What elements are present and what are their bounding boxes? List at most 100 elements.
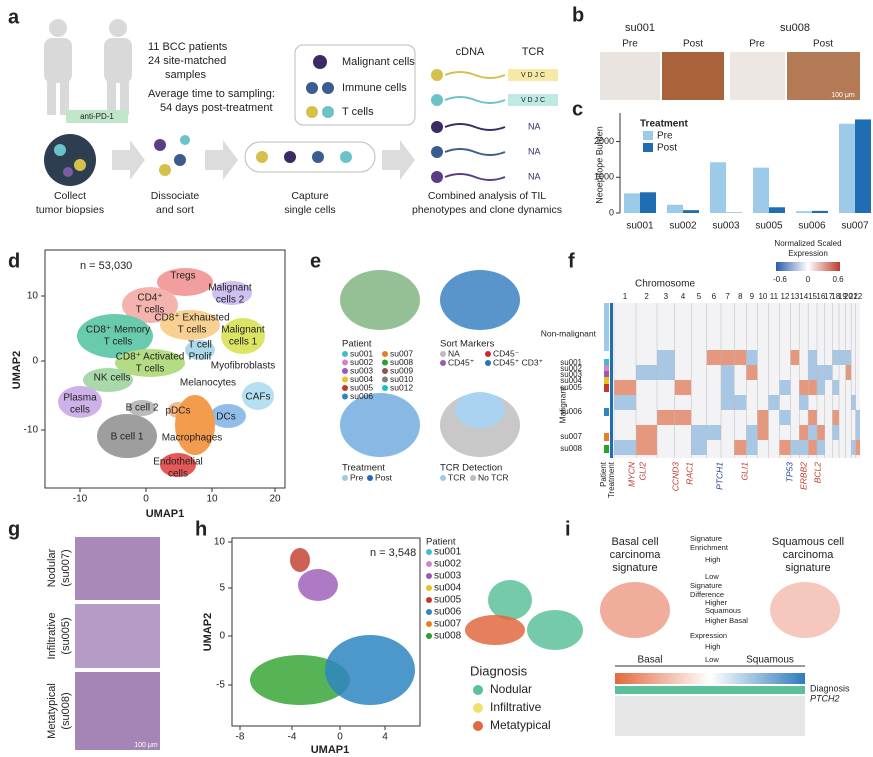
row-label: su002	[560, 364, 582, 373]
bar	[640, 192, 656, 213]
chromosome-label: 13	[790, 292, 799, 301]
cluster-label: T cell	[188, 340, 212, 351]
heat-cell	[614, 440, 637, 455]
y-tick-label: 0	[219, 631, 225, 642]
label: carcinoma	[610, 549, 662, 561]
x-tick-label: -8	[236, 732, 245, 743]
label: samples	[165, 69, 206, 81]
heat-cell	[799, 425, 809, 440]
heat-cell	[768, 395, 780, 410]
chromosome-label: 8	[738, 292, 743, 301]
heat-cell	[808, 440, 817, 455]
patient-bar	[604, 408, 609, 416]
legend-label: su003	[350, 365, 373, 375]
gene-label: BCL2	[812, 462, 822, 484]
bar	[683, 210, 699, 213]
bar	[769, 207, 785, 213]
legend-label: su001	[350, 348, 373, 358]
heat-cell	[832, 380, 840, 395]
cluster-label: T cells	[178, 325, 207, 336]
heat-cell	[790, 440, 800, 455]
heat-cell	[636, 440, 658, 455]
chromosome-label: 5	[697, 292, 702, 301]
label: 100 μm	[134, 742, 158, 749]
cluster-label: CD8⁺ Memory	[86, 325, 150, 336]
x-tick-label: 0	[337, 732, 343, 743]
chromosome-label: 19	[838, 292, 847, 301]
label: Collect	[54, 190, 86, 202]
heat-cell	[691, 425, 707, 440]
label: Patient	[599, 461, 608, 487]
label: Normalized Scaled	[774, 239, 841, 248]
heat-cell	[636, 365, 658, 380]
bar	[667, 204, 683, 213]
heat-cell	[657, 350, 675, 365]
label: n = 3,548	[370, 547, 416, 559]
chromosome-label: 14	[799, 292, 808, 301]
cluster-label: Tregs	[170, 271, 195, 282]
heat-cell	[706, 425, 722, 440]
label: Sort Markers	[440, 339, 495, 350]
legend-label: su005	[350, 382, 373, 392]
cluster-label: CD8⁺ Exhausted	[154, 313, 229, 324]
cluster-label: cells 1	[229, 337, 258, 348]
heat-cell	[757, 425, 769, 440]
chromosome-label: 3	[664, 292, 669, 301]
cdna-lines	[431, 69, 506, 183]
heat-cell	[734, 395, 747, 410]
label: -0.6	[773, 275, 787, 284]
legend-dot	[382, 359, 388, 366]
x-tick-label: 0	[143, 494, 149, 505]
label: Squamous	[746, 655, 794, 666]
legend-dot	[440, 475, 446, 481]
cluster-label: CAFs	[246, 392, 271, 403]
heat-cell	[855, 440, 860, 455]
chromosome-label: 20	[844, 292, 853, 301]
legend-label: su002	[350, 357, 373, 367]
gene-label: MYCN	[626, 461, 636, 487]
label: UMAP1	[146, 508, 185, 520]
label: cDNA	[456, 46, 485, 58]
legend-label: NA	[448, 348, 460, 358]
heat-cell	[734, 440, 747, 455]
patient-bar	[604, 377, 609, 385]
legend-label: Pre	[657, 131, 673, 142]
label: Pre	[622, 39, 638, 50]
legend-dot	[440, 360, 446, 366]
cluster-label: cells	[70, 405, 90, 416]
plot-frame	[44, 249, 286, 489]
heat-cell	[746, 425, 758, 440]
legend-label: Metatypical	[490, 718, 551, 732]
cluster-label: T cells	[104, 337, 133, 348]
heat-cell	[808, 410, 817, 425]
cluster-label: Prolif	[189, 352, 212, 363]
x-tick-label: su001	[626, 221, 654, 232]
heat-cell	[706, 350, 722, 365]
label: High	[705, 642, 720, 651]
cluster-label: Endothelial	[153, 457, 202, 468]
heat-cell	[808, 350, 817, 365]
panel-label: f	[568, 250, 575, 272]
bar	[855, 119, 871, 213]
patient-bar	[604, 445, 609, 453]
label: UMAP1	[311, 744, 350, 756]
legend-label: su008	[434, 631, 462, 642]
cluster-label: Malignant	[208, 283, 252, 294]
legend-label: CD45⁻	[493, 348, 519, 358]
label: (su008)	[60, 692, 72, 729]
x-tick-label: -4	[288, 732, 297, 743]
decoration	[44, 19, 860, 750]
cluster-label: Plasma	[63, 393, 97, 404]
cluster-label: Malignant	[221, 325, 265, 336]
patient-bar	[604, 359, 609, 367]
heat-cell	[614, 395, 637, 410]
label: 11 BCC patients	[148, 41, 228, 53]
label: carcinoma	[783, 549, 835, 561]
legend-dot	[426, 609, 432, 615]
row-label: su005	[560, 383, 582, 392]
legend-label: su001	[434, 547, 462, 558]
label: Patient	[426, 537, 456, 548]
legend-label: su007	[390, 348, 413, 358]
label: Dissociate	[151, 190, 200, 202]
